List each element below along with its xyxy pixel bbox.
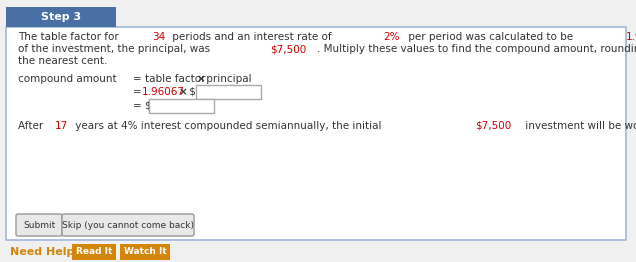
Text: of the investment, the principal, was: of the investment, the principal, was	[18, 44, 213, 54]
Text: principal: principal	[203, 74, 252, 84]
Text: The table factor for: The table factor for	[18, 32, 122, 42]
Bar	[196, 85, 261, 99]
Bar	[149, 99, 214, 113]
Text: After: After	[18, 121, 46, 131]
Text: 1.96067: 1.96067	[626, 32, 636, 42]
FancyBboxPatch shape	[6, 27, 626, 240]
Text: Watch It: Watch It	[123, 248, 167, 256]
FancyBboxPatch shape	[62, 214, 194, 236]
Text: $: $	[186, 87, 196, 97]
Text: 2%: 2%	[384, 32, 400, 42]
Text: Step 3: Step 3	[41, 12, 81, 21]
Text: 34: 34	[152, 32, 165, 42]
Text: . Multiply these values to find the compound amount, rounding the result to: . Multiply these values to find the comp…	[317, 44, 636, 54]
Text: 1.96067: 1.96067	[142, 87, 185, 97]
Text: =: =	[133, 87, 145, 97]
Text: 17: 17	[55, 121, 68, 131]
Text: $7,500: $7,500	[476, 121, 512, 131]
Bar	[120, 244, 170, 260]
Text: Read It: Read It	[76, 248, 112, 256]
Text: $7,500: $7,500	[270, 44, 307, 54]
Text: Skip (you cannot come back): Skip (you cannot come back)	[62, 221, 194, 230]
Text: ×: ×	[197, 74, 206, 84]
Text: investment will be worth $: investment will be worth $	[522, 121, 636, 131]
Text: years at 4% interest compounded semiannually, the initial: years at 4% interest compounded semiannu…	[72, 121, 385, 131]
Text: periods and an interest rate of: periods and an interest rate of	[169, 32, 335, 42]
Text: Need Help?: Need Help?	[10, 247, 81, 257]
Bar	[72, 244, 116, 260]
Text: the nearest cent.: the nearest cent.	[18, 56, 107, 66]
Bar	[6, 7, 116, 27]
FancyBboxPatch shape	[16, 214, 62, 236]
Text: per period was calculated to be: per period was calculated to be	[404, 32, 576, 42]
Text: compound amount: compound amount	[18, 74, 116, 84]
Text: = table factor: = table factor	[133, 74, 209, 84]
Text: Submit: Submit	[23, 221, 55, 230]
Text: ×: ×	[179, 87, 188, 97]
Text: = $: = $	[133, 101, 151, 111]
